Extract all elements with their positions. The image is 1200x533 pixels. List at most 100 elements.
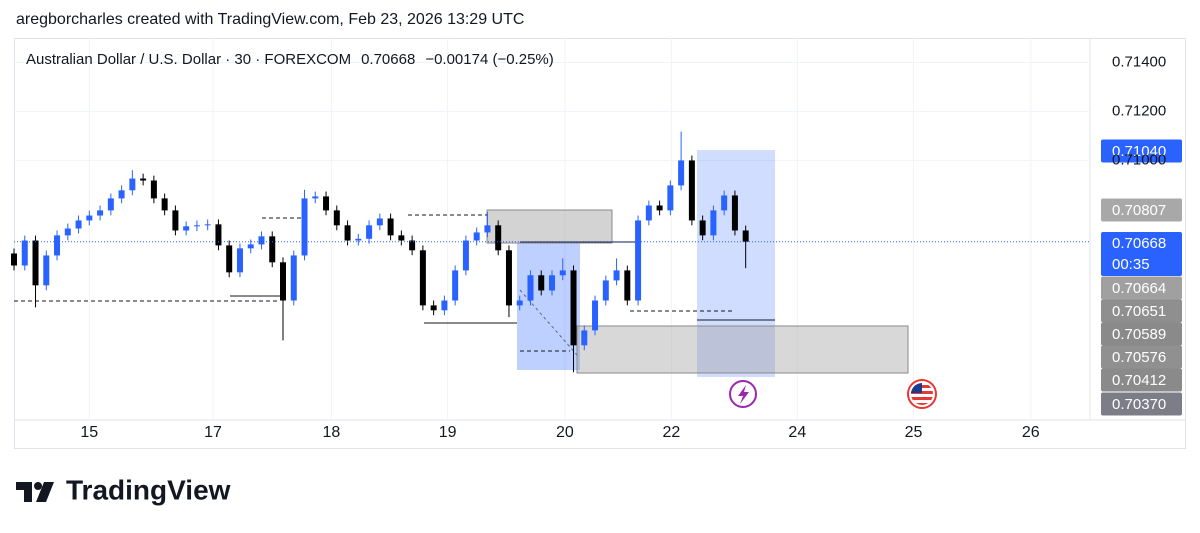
x-tick-label: 17 (204, 424, 222, 441)
candle-body (602, 280, 609, 301)
price-tag (1101, 276, 1182, 300)
logo-mark (16, 482, 32, 502)
candle-body (97, 210, 104, 216)
x-tick-label: 24 (788, 424, 806, 441)
candle-body (624, 270, 631, 301)
candle-body (527, 275, 534, 301)
price-tag-label: 0.70664 (1112, 280, 1166, 297)
countdown: 00:35 (1112, 256, 1150, 273)
y-tick-label: 0.71200 (1112, 102, 1166, 119)
candle-body (54, 235, 61, 256)
candle-body (290, 255, 297, 301)
candle-body (473, 232, 480, 241)
x-tick-label: 18 (323, 424, 341, 441)
price-tag-label: 0.71040 (1112, 143, 1166, 160)
x-tick-label: 20 (556, 424, 574, 441)
candle-body (592, 300, 599, 331)
grid (14, 38, 1090, 420)
economic-event-icon[interactable] (907, 379, 937, 409)
us-flag (911, 383, 933, 405)
price-tag-label: 0.70589 (1112, 326, 1166, 343)
candle-body (742, 230, 749, 242)
price-tag (1101, 368, 1182, 392)
candle-body (570, 270, 577, 346)
candle-body (75, 220, 82, 229)
candle-body (312, 196, 319, 199)
last-price: 0.70668 (361, 51, 415, 68)
price-tag-label: 0.70807 (1112, 202, 1166, 219)
price-tag-label: 0.70412 (1112, 372, 1166, 389)
candle-body (538, 275, 545, 291)
candle-body (366, 225, 373, 239)
grey-zone (486, 209, 613, 244)
candles (11, 131, 749, 373)
event-icon[interactable] (729, 380, 757, 408)
candle-body (21, 240, 28, 266)
candle-body (333, 210, 340, 226)
candle-body (118, 190, 125, 199)
candle-body (688, 160, 695, 221)
price-change: −0.00174 (−0.25%) (425, 51, 553, 68)
candle-body (183, 226, 190, 231)
candle-body (150, 180, 157, 199)
price-tag (1101, 198, 1182, 222)
candle-body (236, 248, 243, 273)
candle-body (398, 235, 405, 241)
candle-body (559, 270, 566, 276)
price-tag-label: 0.70576 (1112, 349, 1166, 366)
x-tick-label: 26 (1022, 424, 1040, 441)
candle-body (280, 262, 286, 301)
logo-mark (36, 482, 54, 502)
candle-body (161, 198, 168, 211)
y-tick-label: 0.71000 (1112, 151, 1166, 168)
candle-body (495, 225, 502, 251)
x-tick-label: 25 (905, 424, 923, 441)
x-tick-label: 22 (663, 424, 681, 441)
candle-body (419, 250, 426, 306)
candle-body (656, 205, 663, 211)
dashed-line (519, 289, 578, 356)
candle-body (86, 215, 93, 221)
price-tags: 0.71040 0.70807 0.70668 00:35 0.70664 0.70651… (1101, 139, 1182, 416)
candle-body (215, 224, 222, 246)
candle-body (269, 236, 276, 263)
candle-body (505, 250, 512, 306)
candle-body (193, 225, 200, 227)
x-tick-label: 19 (439, 424, 457, 441)
candle-body (462, 240, 469, 271)
candle-body (140, 178, 147, 181)
candle-body (107, 198, 114, 211)
brand: TradingView (66, 474, 231, 505)
x-tick-label: 15 (80, 424, 98, 441)
candle-body (516, 300, 523, 306)
candle-body (376, 218, 383, 226)
title: Australian Dollar / U.S. Dollar · 30 · F… (26, 51, 351, 68)
candle-body (549, 275, 555, 291)
price-tag (1101, 392, 1182, 416)
candle-body (667, 185, 674, 211)
candle-body (247, 244, 254, 249)
price-tag (1101, 299, 1182, 323)
credit: aregborcharles created with TradingView.… (16, 11, 524, 28)
candle-body (344, 225, 351, 241)
candle-body (409, 240, 416, 251)
candle-body (11, 253, 17, 266)
candle-body (699, 220, 706, 236)
price-tag (1101, 322, 1182, 346)
candle-body (678, 160, 685, 186)
logo-mark (34, 482, 42, 490)
candle-body (32, 240, 39, 286)
candle-body (204, 224, 211, 226)
lightning (738, 385, 749, 404)
candle-body (258, 236, 265, 245)
blue-zone (697, 150, 775, 377)
logo: TradingView (16, 474, 231, 505)
price-tag (1101, 345, 1182, 369)
candle-body (441, 300, 448, 311)
symbol-title: Australian Dollar / U.S. Dollar · 30 · F… (26, 51, 554, 68)
candle-body (64, 228, 71, 236)
candle-body (721, 195, 728, 211)
price-tag-label: 0.70651 (1112, 303, 1166, 320)
candle-body (710, 210, 717, 236)
